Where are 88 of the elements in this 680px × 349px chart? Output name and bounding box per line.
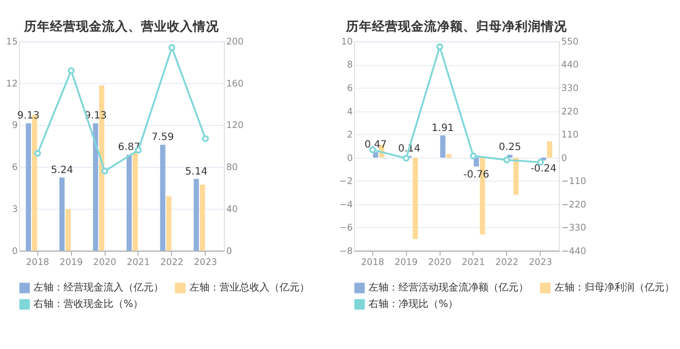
x-tick-label: 2022 <box>160 258 184 268</box>
y-tick-label: 0 <box>12 246 18 257</box>
bar <box>474 158 479 166</box>
data-label: 1.91 <box>432 122 454 134</box>
data-label: 5.14 <box>185 166 208 178</box>
point <box>436 43 444 50</box>
y-tick-label: −8 <box>339 246 353 257</box>
y2-tick-label: 160 <box>226 79 244 90</box>
y-tick-label: 9 <box>12 121 18 132</box>
x-tick-label: 2021 <box>462 258 485 268</box>
bar <box>440 135 446 158</box>
data-label: 0.47 <box>364 140 387 151</box>
legend-label: 左轴：营业总收入（亿元） <box>189 282 310 294</box>
y2-tick-label: −220 <box>561 200 586 210</box>
point <box>168 44 176 51</box>
y2-tick-label: −440 <box>561 246 586 257</box>
y-tick-label: 2 <box>346 130 353 141</box>
data-label: 5.24 <box>50 164 74 176</box>
y-tick-label: −2 <box>339 177 353 188</box>
y2-tick-label: 0 <box>561 154 568 164</box>
legend-label: 右轴：营收现金比（%） <box>34 298 144 310</box>
y-tick-label: 10 <box>341 37 353 48</box>
y-tick-label: −6 <box>339 224 353 234</box>
y-tick-label: 3 <box>12 204 18 215</box>
bar <box>200 184 206 251</box>
data-label: 0.25 <box>498 142 522 154</box>
y2-tick-label: 110 <box>561 130 579 141</box>
y2-tick-label: 440 <box>561 60 579 71</box>
y-tick-label: 6 <box>12 163 18 174</box>
point <box>34 150 41 157</box>
bar <box>194 178 199 251</box>
point <box>503 156 510 164</box>
legend-label: 左轴：经营活动现金流净额（亿元） <box>368 282 529 294</box>
point <box>202 135 209 142</box>
bar <box>373 152 378 158</box>
chart-title: 历年经营现金流入、营业收入情况 <box>23 18 220 34</box>
chart-title: 历年经营现金流净额、归母净利润情况 <box>345 18 568 34</box>
bar <box>59 178 65 251</box>
x-tick-label: 2019 <box>60 258 83 268</box>
bar <box>166 196 172 251</box>
y2-tick-label: 80 <box>226 163 238 174</box>
y2-tick-label: 200 <box>226 37 244 48</box>
bar <box>513 158 519 195</box>
legend-label: 左轴：归母净利润（亿元） <box>554 282 674 294</box>
y2-tick-label: −110 <box>561 177 586 188</box>
point <box>470 152 477 160</box>
legend-label: 左轴：经营现金流入（亿元） <box>34 282 164 294</box>
y-tick-label: −4 <box>339 200 353 210</box>
x-tick-label: 2023 <box>528 258 552 268</box>
bar <box>92 123 98 251</box>
y2-tick-label: 120 <box>226 121 244 132</box>
x-tick-label: 2020 <box>93 258 117 268</box>
point <box>101 168 108 174</box>
bar <box>547 141 552 158</box>
x-tick-label: 2020 <box>428 258 452 268</box>
y2-tick-label: 330 <box>561 84 579 94</box>
bar <box>126 154 132 251</box>
y2-tick-label: 220 <box>561 107 579 118</box>
y-tick-label: 8 <box>346 60 353 71</box>
data-label: 7.59 <box>152 132 174 144</box>
y-tick-label: 12 <box>6 79 18 90</box>
bar <box>507 154 513 158</box>
data-label: -0.24 <box>530 163 556 174</box>
point <box>68 67 75 74</box>
y2-tick-label: 0 <box>226 246 232 257</box>
y2-tick-label: −330 <box>561 224 586 234</box>
bar <box>160 144 166 251</box>
bar <box>446 154 452 158</box>
bar <box>66 209 71 251</box>
legend-label: 右轴：净现比（%） <box>368 298 458 310</box>
x-tick-label: 2018 <box>361 258 384 268</box>
bar <box>26 123 32 251</box>
x-tick-label: 2022 <box>495 258 518 268</box>
x-tick-label: 2019 <box>394 258 418 268</box>
y-tick-label: 15 <box>6 37 18 48</box>
x-tick-label: 2021 <box>126 258 150 268</box>
x-tick-label: 2018 <box>26 258 50 268</box>
bar <box>132 152 138 251</box>
y-tick-label: 6 <box>346 84 353 94</box>
y2-tick-label: 40 <box>226 204 238 215</box>
data-label: -0.76 <box>463 169 490 180</box>
x-tick-label: 2023 <box>194 258 218 268</box>
data-label: 9.13 <box>17 110 40 122</box>
bar <box>412 158 418 240</box>
y-tick-label: 0 <box>346 154 353 164</box>
y-tick-label: 4 <box>346 107 353 118</box>
y2-tick-label: 550 <box>561 37 579 48</box>
point <box>402 154 410 162</box>
